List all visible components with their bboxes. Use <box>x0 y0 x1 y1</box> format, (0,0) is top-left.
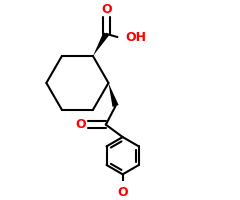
Polygon shape <box>93 32 109 56</box>
Text: OH: OH <box>126 31 147 44</box>
Text: O: O <box>101 3 112 16</box>
Polygon shape <box>108 83 119 107</box>
Text: O: O <box>76 118 86 131</box>
Text: O: O <box>117 186 128 199</box>
